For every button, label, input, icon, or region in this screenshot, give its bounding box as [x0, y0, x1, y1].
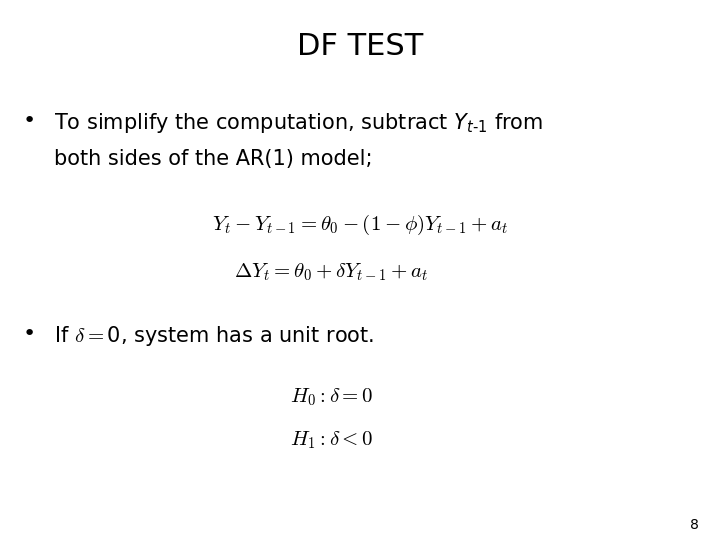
Text: If $\delta$$=$0, system has a unit root.: If $\delta$$=$0, system has a unit root.: [54, 324, 374, 348]
Text: $H_0 : \delta = 0$: $H_0 : \delta = 0$: [289, 386, 373, 408]
Text: $Y_t - Y_{t-1} = \theta_0 - (1-\phi)Y_{t-1} + a_t$: $Y_t - Y_{t-1} = \theta_0 - (1-\phi)Y_{t…: [212, 213, 508, 238]
Text: DF TEST: DF TEST: [297, 32, 423, 62]
Text: •: •: [22, 324, 35, 344]
Text: both sides of the AR(1) model;: both sides of the AR(1) model;: [54, 148, 372, 168]
Text: $H_1 : \delta < 0$: $H_1 : \delta < 0$: [289, 429, 373, 451]
Text: To simplify the computation, subtract $Y_{t\text{-}1}$ from: To simplify the computation, subtract $Y…: [54, 111, 544, 134]
Text: $\Delta Y_t = \theta_0 + \delta Y_{t-1} + a_t$: $\Delta Y_t = \theta_0 + \delta Y_{t-1} …: [234, 262, 428, 284]
Text: 8: 8: [690, 518, 698, 532]
Text: •: •: [22, 111, 35, 131]
